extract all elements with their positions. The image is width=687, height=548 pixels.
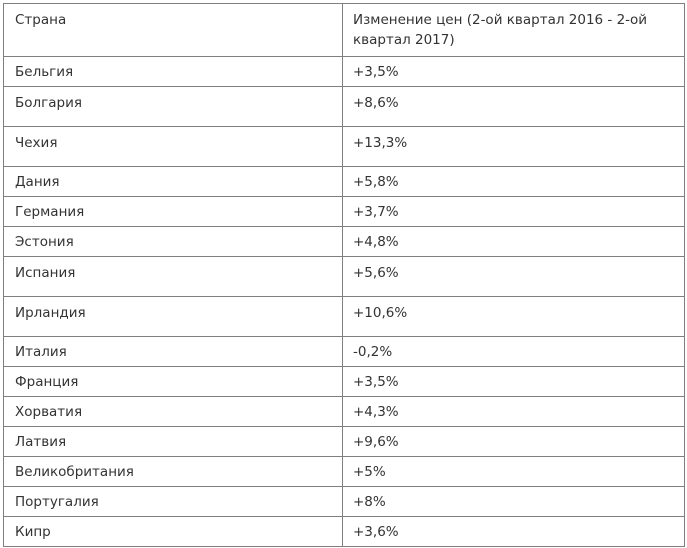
price-change-cell: +3,5% [342, 366, 685, 397]
table-header-row: Страна Изменение цен (2-ой квартал 2016 … [3, 3, 685, 57]
table-row: Португалия +8% [3, 486, 685, 517]
table-row: Испания +5,6% [3, 256, 685, 297]
price-change-cell: -0,2% [342, 336, 685, 367]
table-row: Ирландия +10,6% [3, 296, 685, 337]
price-change-table: Страна Изменение цен (2-ой квартал 2016 … [3, 3, 685, 547]
header-price-change: Изменение цен (2-ой квартал 2016 - 2-ой … [342, 3, 685, 57]
price-change-cell: +5,6% [342, 256, 685, 297]
header-country: Страна [3, 3, 343, 57]
country-cell: Дания [3, 166, 343, 197]
price-change-cell: +10,6% [342, 296, 685, 337]
table-row: Эстония +4,8% [3, 226, 685, 257]
price-change-cell: +8% [342, 486, 685, 517]
price-change-cell: +3,6% [342, 516, 685, 547]
country-cell: Германия [3, 196, 343, 227]
country-cell: Франция [3, 366, 343, 397]
price-change-cell: +8,6% [342, 86, 685, 127]
price-change-cell: +5,8% [342, 166, 685, 197]
table-row: Дания +5,8% [3, 166, 685, 197]
price-change-cell: +3,7% [342, 196, 685, 227]
table-row: Бельгия +3,5% [3, 56, 685, 87]
table-row: Болгария +8,6% [3, 86, 685, 127]
country-cell: Ирландия [3, 296, 343, 337]
country-cell: Италия [3, 336, 343, 367]
price-change-cell: +13,3% [342, 126, 685, 167]
country-cell: Португалия [3, 486, 343, 517]
country-cell: Кипр [3, 516, 343, 547]
price-change-cell: +4,8% [342, 226, 685, 257]
price-change-cell: +5% [342, 456, 685, 487]
country-cell: Испания [3, 256, 343, 297]
price-change-cell: +9,6% [342, 426, 685, 457]
price-change-cell: +4,3% [342, 396, 685, 427]
country-cell: Эстония [3, 226, 343, 257]
table-row: Германия +3,7% [3, 196, 685, 227]
country-cell: Чехия [3, 126, 343, 167]
country-cell: Великобритания [3, 456, 343, 487]
table-row: Великобритания +5% [3, 456, 685, 487]
table-row: Хорватия +4,3% [3, 396, 685, 427]
table-row: Италия -0,2% [3, 336, 685, 367]
country-cell: Болгария [3, 86, 343, 127]
table-row: Чехия +13,3% [3, 126, 685, 167]
country-cell: Хорватия [3, 396, 343, 427]
table-row: Латвия +9,6% [3, 426, 685, 457]
table-row: Франция +3,5% [3, 366, 685, 397]
country-cell: Латвия [3, 426, 343, 457]
table-row: Кипр +3,6% [3, 516, 685, 547]
country-cell: Бельгия [3, 56, 343, 87]
price-change-cell: +3,5% [342, 56, 685, 87]
